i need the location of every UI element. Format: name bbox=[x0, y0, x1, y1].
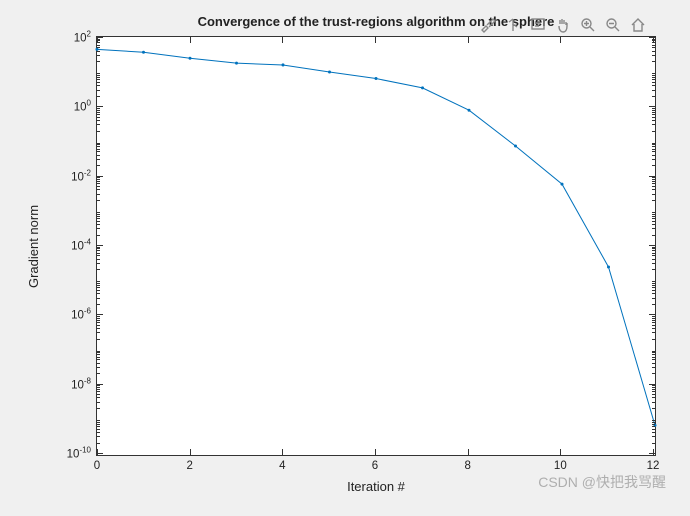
home-icon[interactable] bbox=[629, 16, 646, 33]
y-tick-label: 10-8 bbox=[71, 376, 91, 391]
x-axis-label: Iteration # bbox=[96, 479, 656, 494]
x-tick-label: 0 bbox=[94, 460, 100, 472]
x-tick-label: 6 bbox=[372, 460, 378, 472]
pan-icon[interactable] bbox=[554, 16, 571, 33]
watermark-text: CSDN @快把我骂醒 bbox=[538, 472, 666, 492]
x-tick-label: 10 bbox=[554, 460, 567, 472]
y-tick-label: 102 bbox=[74, 30, 91, 45]
y-tick-label: 10-4 bbox=[71, 238, 91, 253]
zoom-out-icon[interactable] bbox=[604, 16, 621, 33]
x-tick-label: 8 bbox=[464, 460, 470, 472]
y-tick-label: 10-10 bbox=[67, 446, 91, 461]
datatips-icon[interactable] bbox=[529, 16, 546, 33]
y-tick-label: 10-6 bbox=[71, 307, 91, 322]
line-series bbox=[97, 37, 655, 455]
figure-toolbar bbox=[479, 16, 646, 33]
brush-icon[interactable] bbox=[479, 16, 496, 33]
y-axis-label: Gradient norm bbox=[24, 36, 44, 456]
x-tick-label: 12 bbox=[647, 460, 660, 472]
y-tick-label: 10-2 bbox=[71, 168, 91, 183]
x-tick-label: 4 bbox=[279, 460, 285, 472]
x-tick-label: 2 bbox=[186, 460, 192, 472]
figure-window: Convergence of the trust-regions algorit… bbox=[6, 6, 684, 510]
plot-area: 02468101210-1010-810-610-410-2100102 bbox=[96, 36, 656, 456]
y-tick-label: 100 bbox=[74, 99, 91, 114]
rotate-icon[interactable] bbox=[504, 16, 521, 33]
zoom-in-icon[interactable] bbox=[579, 16, 596, 33]
